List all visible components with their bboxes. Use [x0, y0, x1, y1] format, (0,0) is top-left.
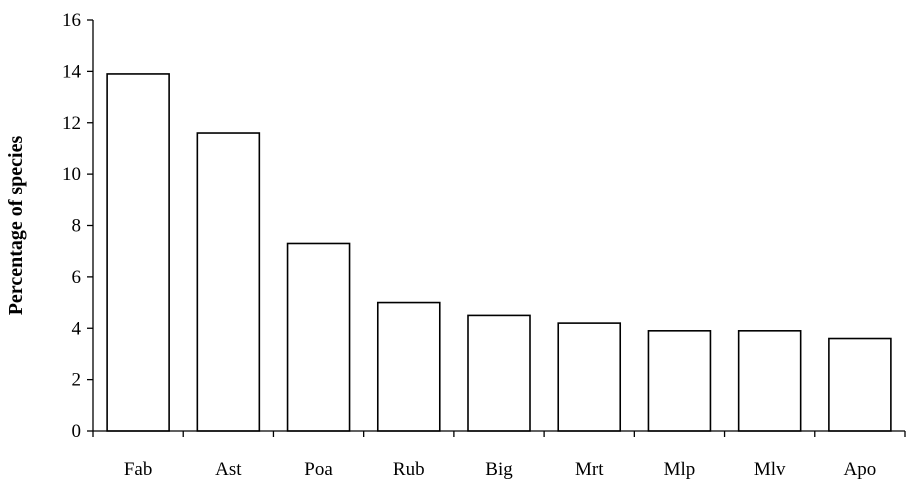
x-category-label: Ast	[215, 459, 242, 480]
y-tick-label: 2	[72, 370, 82, 391]
bar-ast	[196, 132, 261, 432]
x-category-label: Poa	[304, 459, 333, 480]
bar-apo	[828, 337, 892, 432]
x-category-label: Rub	[393, 459, 425, 480]
x-category-label: Apo	[844, 459, 877, 480]
bar-poa	[286, 242, 351, 432]
y-tick-label: 0	[72, 421, 82, 442]
x-axis-ticks: Fab Ast Poa Rub Big Mrt Mlp Mlv Apo	[92, 431, 906, 480]
y-axis-ticks: 0 2 4 6 8 10 12 14 16	[62, 10, 93, 442]
bar-fab	[106, 73, 170, 432]
bar-big	[467, 314, 531, 432]
x-category-label: Mrt	[575, 459, 604, 480]
y-axis-title: Percentage of species	[5, 136, 27, 316]
bar-mrt	[557, 322, 622, 432]
x-category-label: Mlv	[754, 459, 786, 480]
bars	[106, 73, 892, 432]
y-tick-label: 16	[62, 10, 81, 31]
bar-mlp	[647, 330, 712, 432]
y-tick-label: 12	[62, 113, 81, 134]
x-category-label: Fab	[124, 459, 153, 480]
bar-mlv	[737, 330, 802, 432]
y-tick-label: 4	[72, 318, 82, 339]
x-category-label: Big	[485, 459, 513, 480]
bar-rub	[376, 301, 441, 432]
x-category-label: Mlp	[664, 459, 696, 480]
y-tick-label: 10	[62, 164, 81, 185]
y-tick-label: 8	[72, 216, 82, 237]
y-tick-label: 14	[62, 61, 82, 82]
y-tick-label: 6	[72, 267, 82, 288]
